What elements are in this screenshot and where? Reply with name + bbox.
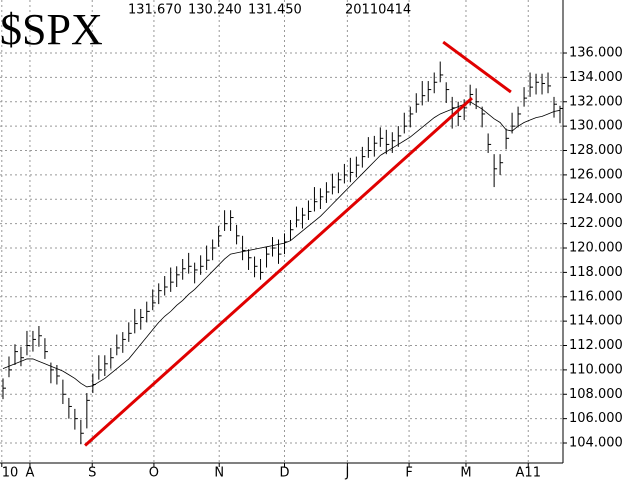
- x-tick-label: D: [279, 466, 289, 480]
- y-tick-label: 124.000: [569, 192, 623, 207]
- x-tick-label: 10: [2, 466, 19, 480]
- chart-title: $SPX: [0, 5, 103, 54]
- header-high: 131.670: [128, 3, 182, 18]
- x-tick-label: N: [214, 466, 224, 480]
- y-tick-label: 116.000: [569, 289, 623, 304]
- x-tick-label: J: [344, 466, 349, 480]
- x-tick-label: O: [149, 466, 159, 480]
- y-tick-label: 108.000: [569, 387, 623, 402]
- y-tick-label: 120.000: [569, 241, 623, 256]
- x-tick-label: A: [25, 466, 34, 480]
- y-tick-label: 104.000: [569, 436, 623, 451]
- y-tick-label: 132.000: [569, 94, 623, 109]
- plot: [2, 40, 564, 447]
- y-tick-label: 128.000: [569, 143, 623, 158]
- trendline: [84, 96, 473, 447]
- x-tick-label: S: [88, 466, 96, 480]
- header-close: 131.450: [248, 3, 302, 18]
- header-date: 20110414: [345, 3, 411, 18]
- y-tick-label: 112.000: [569, 338, 623, 353]
- y-tick-label: 114.000: [569, 314, 623, 329]
- y-tick-label: 134.000: [569, 70, 623, 85]
- y-tick-label: 126.000: [569, 167, 623, 182]
- x-tick-label: A11: [516, 466, 541, 480]
- header-low: 130.240: [188, 3, 242, 18]
- x-tick-label: M: [460, 466, 471, 480]
- y-tick-label: 130.000: [569, 119, 623, 134]
- y-tick-label: 106.000: [569, 411, 623, 426]
- y-tick-label: 136.000: [569, 46, 623, 61]
- grid: [0, 0, 563, 463]
- axes: 104.000 106.000 108.000 110.000 112.000 114.0…: [0, 0, 623, 480]
- x-tick-label: F: [405, 466, 412, 480]
- trendline: [442, 40, 512, 94]
- y-tick-label: 122.000: [569, 216, 623, 231]
- y-tick-label: 110.000: [569, 362, 623, 377]
- y-tick-label: 118.000: [569, 265, 623, 280]
